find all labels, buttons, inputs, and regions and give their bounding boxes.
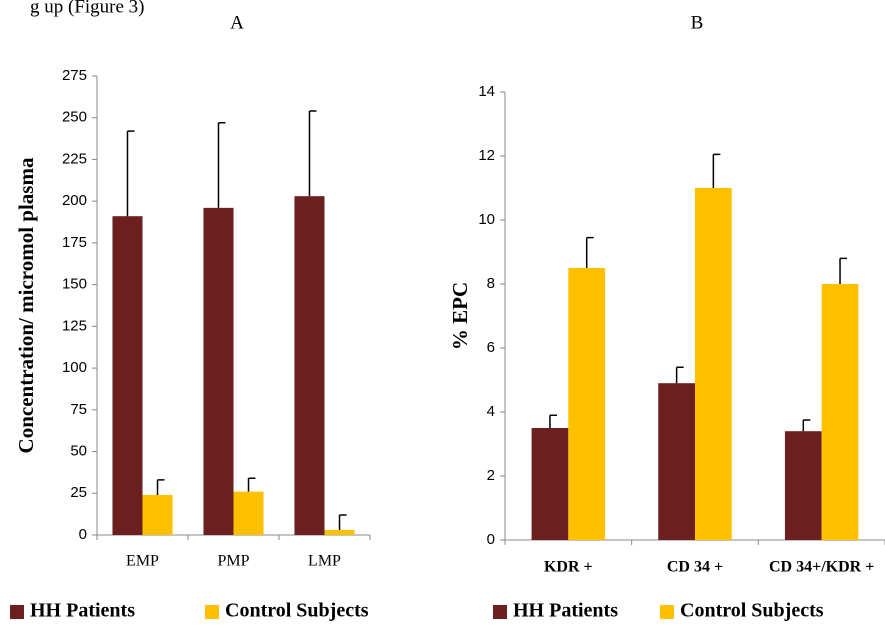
y-tick-label: 275 bbox=[62, 67, 87, 84]
bar bbox=[658, 383, 695, 540]
bar bbox=[233, 491, 264, 535]
bar bbox=[203, 207, 234, 535]
y-tick-label: 14 bbox=[478, 83, 495, 100]
y-axis-label: Concentration/ micromol plasma bbox=[14, 157, 38, 453]
error-bar bbox=[338, 514, 347, 530]
legend-swatch bbox=[205, 605, 219, 619]
error-bar bbox=[839, 257, 848, 284]
legend-label: HH Patients bbox=[30, 600, 135, 622]
bar bbox=[324, 529, 355, 535]
legend-swatch bbox=[10, 605, 24, 619]
y-tick-label: 2 bbox=[487, 467, 495, 484]
error-bar bbox=[549, 414, 557, 428]
x-tick-label: PMP bbox=[217, 553, 249, 570]
legend-label: Control Subjects bbox=[680, 600, 824, 622]
error-bar bbox=[712, 153, 721, 188]
y-tick-label: 150 bbox=[62, 276, 87, 293]
y-tick-label: 0 bbox=[79, 526, 87, 543]
y-tick-label: 10 bbox=[478, 211, 495, 228]
y-axis-label: % EPC bbox=[448, 282, 472, 350]
error-bar bbox=[675, 366, 684, 384]
y-tick-label: 250 bbox=[62, 109, 87, 126]
legend-swatch bbox=[660, 605, 674, 619]
x-tick-label: CD 34+/KDR + bbox=[769, 559, 874, 576]
x-tick-label: EMP bbox=[126, 553, 159, 570]
y-tick-label: 225 bbox=[62, 150, 87, 167]
bar bbox=[568, 268, 606, 540]
error-bar bbox=[585, 236, 594, 268]
bar bbox=[531, 428, 569, 540]
bar bbox=[784, 431, 822, 540]
y-tick-label: 75 bbox=[70, 401, 87, 418]
bar bbox=[294, 196, 325, 535]
y-tick-label: 100 bbox=[62, 359, 87, 376]
bar bbox=[112, 216, 143, 535]
caption-fragment: g up (Figure 3) bbox=[30, 0, 145, 17]
y-tick-label: 6 bbox=[487, 339, 495, 356]
legend-label: Control Subjects bbox=[225, 600, 369, 622]
error-bar bbox=[247, 477, 256, 492]
y-tick-label: 12 bbox=[478, 147, 495, 164]
bar bbox=[695, 188, 732, 540]
y-tick-label: 0 bbox=[487, 531, 495, 548]
y-tick-label: 200 bbox=[62, 192, 87, 209]
y-tick-label: 25 bbox=[70, 484, 87, 501]
legend-label: HH Patients bbox=[513, 600, 618, 622]
y-tick-label: 125 bbox=[62, 317, 87, 334]
y-tick-label: 175 bbox=[62, 234, 87, 251]
error-bar bbox=[308, 110, 317, 197]
y-tick-label: 4 bbox=[487, 403, 495, 420]
error-bar bbox=[802, 419, 811, 432]
y-tick-label: 8 bbox=[487, 275, 495, 292]
y-tick-label: 50 bbox=[70, 443, 87, 460]
x-tick-label: KDR + bbox=[544, 559, 593, 576]
chart-title: B bbox=[691, 12, 704, 33]
bar bbox=[821, 284, 859, 540]
x-tick-label: LMP bbox=[308, 553, 341, 570]
legend-swatch bbox=[493, 605, 507, 619]
bar bbox=[142, 494, 173, 535]
error-bar bbox=[126, 130, 135, 217]
error-bar bbox=[217, 121, 226, 208]
chart-title: A bbox=[230, 12, 244, 33]
x-tick-label: CD 34 + bbox=[667, 559, 723, 576]
error-bar bbox=[156, 479, 165, 495]
